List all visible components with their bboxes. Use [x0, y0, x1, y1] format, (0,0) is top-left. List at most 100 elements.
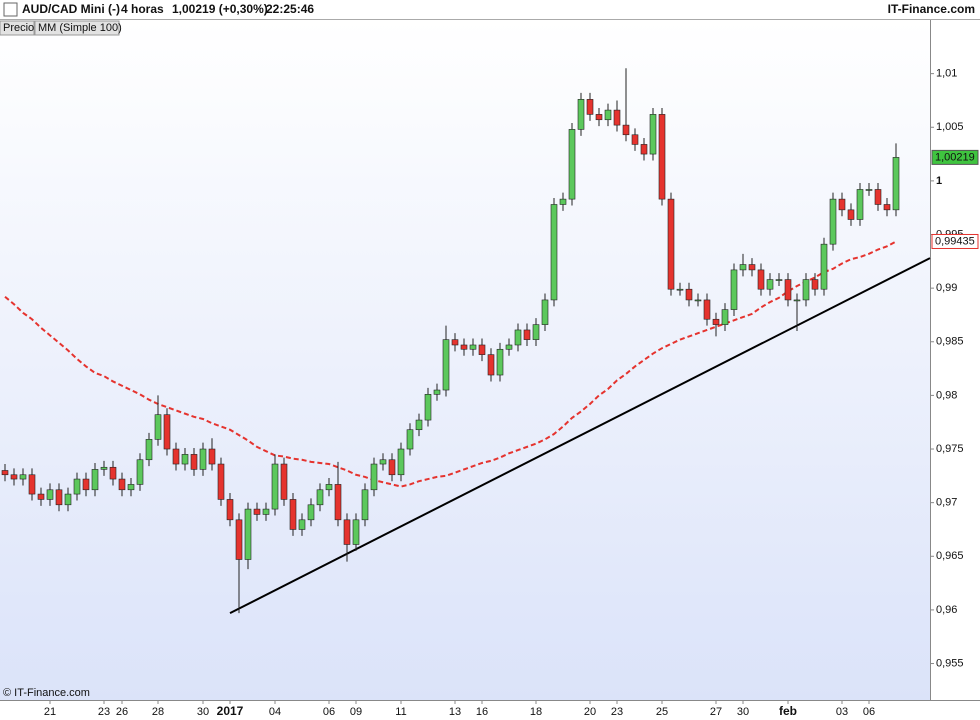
- candle-body: [667, 198, 675, 290]
- x-tick-label: 06: [863, 706, 875, 718]
- x-tick-label: 26: [116, 706, 128, 718]
- x-tick-label: 30: [197, 706, 209, 718]
- candle-body: [64, 493, 72, 506]
- brand: IT-Finance.com: [888, 2, 975, 16]
- last-value-label: 1,00219: [935, 151, 975, 163]
- candle-body: [550, 204, 558, 301]
- candle-body: [19, 474, 27, 480]
- menu-icon[interactable]: [3, 2, 18, 17]
- candle-body: [694, 299, 702, 302]
- candle-body: [397, 448, 405, 476]
- candle-body: [289, 499, 297, 530]
- candle-body: [163, 414, 171, 450]
- last-value-label: 0,99435: [935, 235, 975, 247]
- candle-body: [775, 279, 783, 281]
- candle-body: [316, 489, 324, 506]
- candle-body: [244, 508, 252, 560]
- x-tick-label: 25: [656, 706, 668, 718]
- x-tick-label: 27: [710, 706, 722, 718]
- time: 22:25:46: [266, 2, 314, 16]
- candle-body: [883, 204, 891, 211]
- candle-body: [172, 448, 180, 465]
- candle-body: [55, 489, 63, 506]
- x-tick-label: feb: [779, 704, 797, 718]
- candle-body: [856, 189, 864, 220]
- candle-body: [865, 189, 873, 191]
- candle-body: [649, 114, 657, 155]
- candle-body: [298, 519, 306, 530]
- y-tick-label: 1: [936, 175, 942, 187]
- candle-body: [523, 329, 531, 340]
- candle-body: [730, 269, 738, 310]
- candle-body: [442, 339, 450, 391]
- candle-body: [406, 429, 414, 450]
- x-tick-label: 04: [269, 706, 281, 718]
- candle-body: [757, 269, 765, 290]
- plot-background: [0, 20, 930, 700]
- candle-body: [433, 389, 441, 395]
- candle-body: [280, 463, 288, 500]
- y-tick-label: 1,005: [936, 121, 964, 133]
- x-tick-label: 23: [611, 706, 623, 718]
- x-tick-label: 11: [395, 706, 406, 718]
- candle-body: [766, 279, 774, 290]
- y-tick-label: 1,01: [936, 68, 957, 80]
- candle-body: [37, 493, 45, 500]
- candle-body: [334, 484, 342, 521]
- candle-body: [136, 459, 144, 485]
- candle-body: [685, 288, 693, 301]
- last-value-box: [931, 233, 979, 249]
- candle-body: [208, 448, 216, 465]
- candle-body: [613, 109, 621, 126]
- candle-body: [73, 478, 81, 495]
- candle-body: [586, 99, 594, 115]
- candle-body: [307, 504, 315, 521]
- candle-body: [181, 454, 189, 465]
- candle-body: [739, 264, 747, 271]
- y-tick-label: 0,96: [936, 604, 957, 616]
- candle-body: [712, 318, 720, 325]
- candle-body: [478, 344, 486, 355]
- candle-body: [793, 299, 801, 302]
- candle-body: [82, 478, 90, 491]
- candle-body: [847, 209, 855, 220]
- candle-body: [460, 344, 468, 350]
- candle-body: [424, 394, 432, 421]
- candle-body: [199, 448, 207, 470]
- x-tick-label: 30: [737, 706, 749, 718]
- candle-body: [190, 454, 198, 470]
- y-tick-label: 0,965: [936, 550, 964, 562]
- candle-body: [721, 309, 729, 325]
- candle-body: [676, 288, 684, 291]
- candle-body: [658, 114, 666, 200]
- candle-body: [1, 470, 9, 476]
- y-tick-label: 0,98: [936, 389, 957, 401]
- axis-background: [930, 20, 980, 700]
- legend-entry: MM (Simple 100): [38, 22, 122, 34]
- candle-body: [514, 329, 522, 346]
- candle-body: [568, 129, 576, 200]
- candle-body: [253, 508, 261, 515]
- candle-body: [379, 459, 387, 465]
- credit: © IT-Finance.com: [3, 687, 90, 699]
- x-tick-label: 23: [98, 706, 110, 718]
- candle-body: [496, 348, 504, 376]
- candle-body: [109, 466, 117, 480]
- candle-body: [532, 324, 540, 340]
- candle-body: [325, 484, 333, 491]
- candle-body: [10, 474, 18, 480]
- candle-body: [748, 264, 756, 271]
- y-tick-label: 0,99: [936, 282, 957, 294]
- candle-body: [622, 124, 630, 136]
- candle-body: [262, 508, 270, 515]
- x-tick-label: 03: [836, 706, 848, 718]
- candle-body: [811, 279, 819, 290]
- candle-body: [343, 519, 351, 545]
- candle-body: [145, 439, 153, 461]
- candle-body: [46, 489, 54, 500]
- x-tick-label: 13: [449, 706, 461, 718]
- candle-body: [784, 279, 792, 301]
- candle-body: [703, 299, 711, 320]
- x-tick-label: 09: [350, 706, 362, 718]
- candle-body: [631, 134, 639, 145]
